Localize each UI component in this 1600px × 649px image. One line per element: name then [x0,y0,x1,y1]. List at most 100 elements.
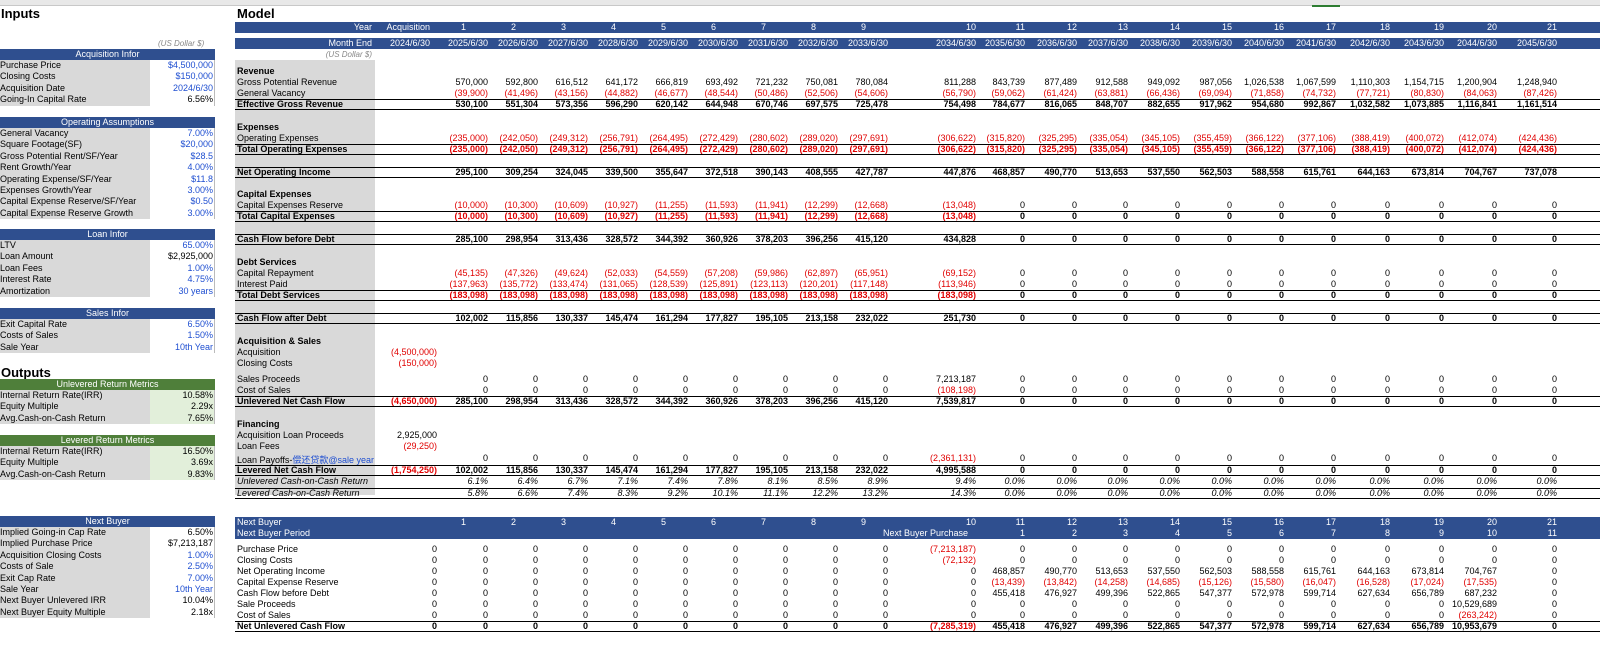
input-value[interactable]: 1.00% [150,262,215,275]
cell-value: 0 [1551,396,1557,406]
cell-value: (12,299) [804,211,838,221]
input-value[interactable]: 10th Year [150,583,215,596]
nb-cell-value: 0 [1551,599,1557,609]
cell-value: 1,161,514 [1516,99,1557,109]
cell-value: 161,294 [655,313,688,323]
cell-value: (289,020) [799,144,838,154]
cell-value: 666,819 [655,77,688,87]
input-value[interactable]: 30 years [150,285,215,297]
input-value[interactable]: 7.00% [150,128,215,140]
cell-value: (335,054) [1089,133,1128,143]
cell-value: 161,294 [655,465,688,475]
cell-value: 848,707 [1095,99,1128,109]
cell-value: 0 [1019,396,1025,406]
input-value[interactable]: $7,213,187 [150,538,215,550]
nb-cell-value: 0 [1278,555,1284,565]
cell-value: 0 [1491,290,1497,300]
input-label: Implied Purchase Price [0,538,150,550]
input-value[interactable]: $0.50 [150,196,215,208]
cell-value: 725,478 [855,99,888,109]
nb-cell-value: 0 [970,599,976,609]
cell-value: 130,337 [555,465,588,475]
nb-cell-value: 0 [1551,610,1557,620]
input-row: Expenses Growth/Year 3.00% [0,184,215,197]
nb-cell-value: 0 [1551,577,1557,587]
input-value[interactable]: 4.75% [150,274,215,286]
nb-cell-value: 455,418 [992,588,1025,598]
cell-value: 0 [1278,211,1284,221]
cell-value: 0.0% [1476,488,1497,498]
input-label: Costs of Sales [0,330,150,342]
cell-value: 0 [482,374,488,384]
nb-cell-value: 0 [832,599,838,609]
cell-value: 0 [1491,313,1497,323]
input-value[interactable]: 1.00% [150,549,215,562]
nb-cell-value: (72,132) [942,555,976,565]
cell-value: 620,142 [655,99,688,109]
input-label: Equity Multiple [0,401,150,413]
cell-value: (264,495) [649,133,688,143]
cell-value: 0 [482,453,488,463]
input-value[interactable]: $11.8 [150,173,215,185]
nb-cell-value: 0 [582,566,588,576]
input-value[interactable]: 7.00% [150,572,215,584]
input-row: Loan Amount $2,925,000 [0,251,215,263]
nb-cell-value: 490,770 [1044,566,1077,576]
input-value[interactable]: 6.50% [150,319,215,331]
input-value[interactable]: $4,500,000 [150,60,215,72]
input-value[interactable]: $28.5 [150,150,215,163]
cell-value: (412,074) [1458,144,1497,154]
month-end-date: 2028/6/30 [597,38,638,48]
cell-value: (57,208) [704,268,738,278]
cell-value: (63,881) [1094,88,1128,98]
input-value[interactable]: 10.04% [150,595,215,607]
input-value[interactable]: $20,000 [150,139,215,151]
cell-value: 0 [1278,396,1284,406]
nb-cell-value: 0 [682,621,688,631]
cell-value: 0 [1122,290,1128,300]
input-value[interactable]: 2.50% [150,561,215,573]
input-value[interactable]: 6.50% [150,527,215,539]
cell-value: 0 [1330,268,1336,278]
input-value[interactable]: 65.00% [150,240,215,252]
cell-value: 0 [1491,268,1497,278]
input-value[interactable]: 4.00% [150,162,215,174]
input-value[interactable]: $150,000 [150,71,215,83]
nb-cell-value: 644,163 [1357,566,1390,576]
input-value[interactable]: 10th Year [150,341,215,354]
nb-cell-value: (7,213,187) [929,544,976,554]
month-end-date: 2037/6/30 [1087,38,1128,48]
input-value[interactable]: 2.18x [150,606,215,619]
cell-value: 195,105 [755,313,788,323]
cell-value: (183,098) [699,290,738,300]
cell-value: 0 [1071,313,1077,323]
cell-value: (272,429) [699,133,738,143]
input-value[interactable]: 3.00% [150,184,215,197]
month-end-date: 2040/6/30 [1243,38,1284,48]
cell-value: 468,857 [992,167,1025,177]
cell-value: 721,232 [755,77,788,87]
input-value[interactable]: 6.56% [150,94,215,106]
nb-cell-value: 0 [1438,555,1444,565]
cell-value: 843,739 [992,77,1025,87]
cell-value: 0 [1438,279,1444,289]
input-value[interactable]: $2,925,000 [150,251,215,263]
cell-value: 0 [1384,200,1390,210]
row-label: Closing Costs [237,358,293,368]
cell-value: 313,436 [555,234,588,244]
input-value[interactable]: 2024/6/30 [150,82,215,95]
nb-cell-value: 0 [1330,544,1336,554]
cell-value: 0 [1438,396,1444,406]
cell-value: 912,588 [1095,77,1128,87]
cell-value: (44,882) [604,88,638,98]
acquisition-cell: (150,000) [398,358,437,368]
row-bottom-border [235,154,1600,155]
nb-row-bottom [235,631,1600,632]
cell-value: 195,105 [755,465,788,475]
nb-cell-value: 0 [970,566,976,576]
cell-value: 0.0% [1263,476,1284,486]
input-value[interactable]: 3.00% [150,207,215,220]
input-row: Going-In Capital Rate 6.56% [0,94,215,106]
input-value[interactable]: 1.50% [150,330,215,342]
nb-cell-value: 0 [632,610,638,620]
